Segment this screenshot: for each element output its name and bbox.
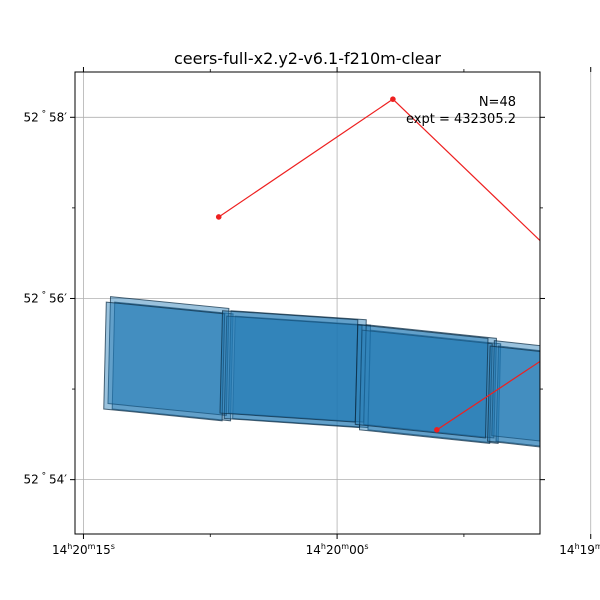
axis-ticks: 14h20m15s 14h20m00s 14h19m45s 52 ° 58′ 52 ° … xyxy=(23,67,600,557)
y-tick-label-2: 52 ° 54′ xyxy=(23,472,67,487)
y-tick-label-1: 52 ° 56′ xyxy=(23,290,67,305)
pointing-point-0 xyxy=(215,214,222,220)
x-tick-label-1: 14h20m00s xyxy=(306,542,369,557)
footprint-6 xyxy=(219,310,359,423)
footprint-2 xyxy=(103,301,226,422)
chart-title: ceers-full-x2.y2-v6.1-f210m-clear xyxy=(174,49,441,68)
x-tick-label-2: 14h19m45s xyxy=(559,542,600,557)
footprint-11 xyxy=(495,345,540,447)
annotation-line-1: expt = 432305.2 xyxy=(406,112,516,127)
pointing-path xyxy=(215,96,540,433)
pointing-point-1 xyxy=(390,96,396,102)
stats-annotation: N=48 expt = 432305.2 xyxy=(406,95,516,127)
y-tick-label-0: 52 ° 58′ xyxy=(23,109,67,124)
x-tick-label-0: 14h20m15s xyxy=(52,542,115,557)
pointing-point-3 xyxy=(434,427,440,433)
annotation-line-0: N=48 xyxy=(479,95,516,110)
footprint-13 xyxy=(487,345,540,448)
footprint-8 xyxy=(363,324,497,439)
grid-lines xyxy=(75,72,592,534)
plot-frame xyxy=(74,71,541,535)
exposure-footprints xyxy=(103,296,540,448)
footprint-12 xyxy=(491,340,540,442)
footprint-7 xyxy=(367,329,502,444)
footprint-0 xyxy=(111,301,234,422)
footprint-1 xyxy=(107,296,230,416)
footprint-10 xyxy=(354,324,489,439)
pointing-path-line xyxy=(218,98,540,431)
